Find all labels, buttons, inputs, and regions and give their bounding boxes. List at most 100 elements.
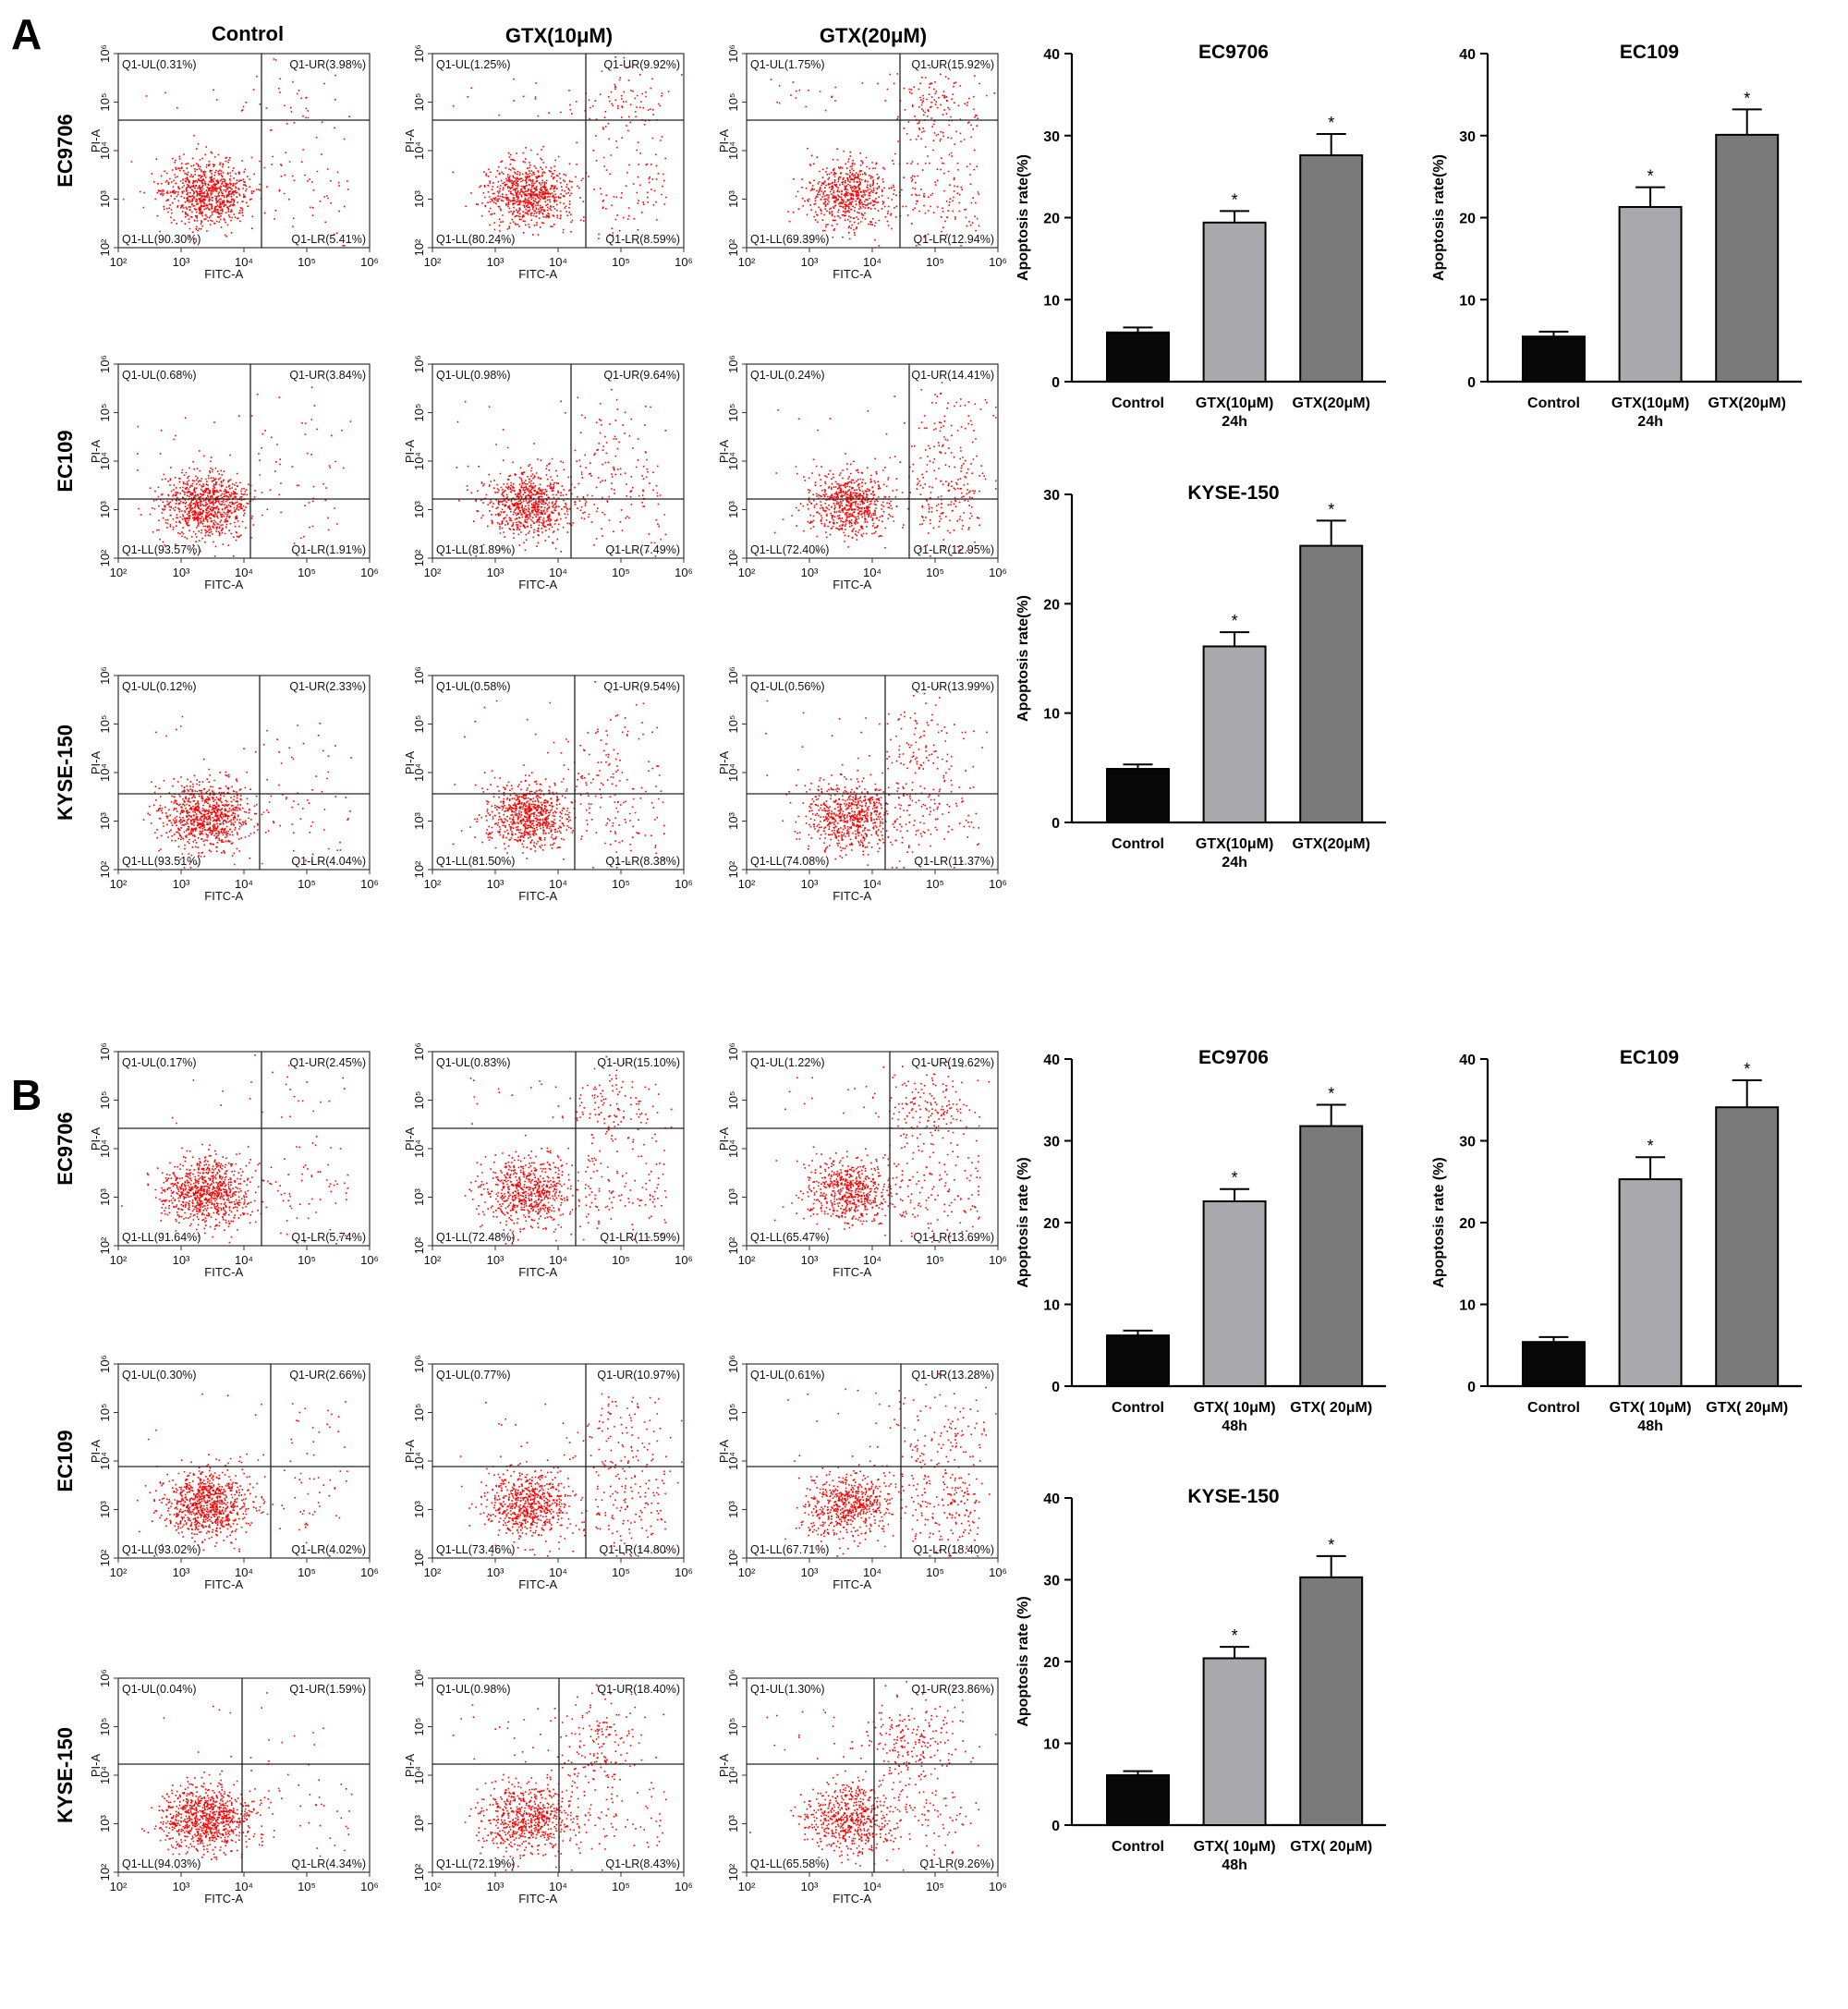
y-tick-label: 10⁴: [98, 141, 112, 160]
x-axis-label: FITC-A: [518, 267, 557, 281]
quadrant-ul-label: Q1-UL(0.30%): [122, 1369, 197, 1382]
y-axis-label: PI-A: [89, 1440, 103, 1464]
quadrant-lr-label: Q1-LR(4.04%): [291, 855, 366, 868]
dot-plot: Q1-UL(0.31%) Q1-UR(3.98%) Q1-LL(90.30%) Q1-…: [89, 44, 379, 281]
dot-plot: Q1-UL(0.83%) Q1-UR(15.10%) Q1-LL(72.48%) Q1…: [403, 1042, 693, 1279]
dot-plot: Q1-UL(1.22%) Q1-UR(19.62%) Q1-LL(65.47%) Q1…: [717, 1042, 1007, 1279]
quadrant-ur-label: Q1-UR(9.92%): [603, 58, 680, 71]
y-tick-label: 40: [1043, 1492, 1060, 1507]
y-tick-label: 10⁶: [412, 1669, 426, 1687]
y-axis-label: Apoptosis rate (%): [1431, 1157, 1447, 1287]
x-axis-label: FITC-A: [833, 1577, 871, 1591]
y-tick-label: 10⁵: [412, 715, 426, 734]
y-axis-label: PI-A: [89, 440, 103, 464]
significance-mark: *: [1328, 500, 1334, 518]
y-tick-label: 30: [1459, 1135, 1476, 1151]
quadrant-ul-label: Q1-UL(0.68%): [122, 369, 197, 382]
y-axis-label: Apoptosis rate(%): [1015, 595, 1031, 722]
x-tick-label: 10⁵: [926, 1253, 944, 1267]
y-axis-label: PI-A: [89, 1127, 103, 1151]
y-tick-label: 10³: [412, 1814, 426, 1832]
y-tick-label: 0: [1052, 375, 1060, 391]
dot-plot: Q1-UL(1.30%) Q1-UR(23.86%) Q1-LL(65.58%) Q1…: [717, 1669, 1007, 1906]
quadrant-ll-label: Q1-LL(72.40%): [750, 543, 829, 556]
x-axis-label: FITC-A: [518, 1577, 557, 1591]
panel-label-b: B: [11, 1071, 43, 1119]
y-tick-label: 10⁶: [98, 666, 112, 685]
column-header-gtx20: GTX(20μM): [819, 24, 928, 47]
dot-cloud: [452, 56, 683, 244]
category-label: Control: [1112, 1400, 1164, 1416]
category-label: Control: [1527, 396, 1580, 411]
quadrant-ur-label: Q1-UR(19.62%): [911, 1056, 994, 1069]
x-tick-label: 10⁴: [549, 877, 567, 891]
x-tick-label: 10²: [738, 1565, 756, 1579]
y-tick-label: 10⁶: [412, 1042, 426, 1061]
y-tick-label: 10⁴: [412, 763, 426, 782]
dot-plot: Q1-UL(0.58%) Q1-UR(9.54%) Q1-LL(81.50%) Q1-…: [403, 666, 693, 903]
x-tick-label: 10²: [110, 255, 128, 269]
bar: [1106, 331, 1170, 383]
quadrant-lr-label: Q1-LR(7.49%): [605, 543, 680, 556]
y-tick-label: 10⁶: [98, 1042, 112, 1061]
y-tick-label: 10⁴: [726, 1139, 740, 1158]
y-axis-label: Apoptosis rate(%): [1431, 154, 1447, 281]
bar: [1202, 1199, 1267, 1387]
quadrant-ll-label: Q1-LL(65.47%): [750, 1231, 829, 1244]
y-tick-label: 10²: [98, 1863, 112, 1881]
y-tick-label: 10⁵: [98, 1404, 112, 1422]
x-tick-label: 10³: [173, 1565, 190, 1579]
x-axis-label: FITC-A: [204, 267, 243, 281]
dot-plot: Q1-UL(0.17%) Q1-UR(2.45%) Q1-LL(91.64%) Q1-…: [89, 1042, 379, 1279]
y-axis-label: PI-A: [717, 751, 731, 775]
bar: [1618, 205, 1683, 383]
x-tick-label: 10⁵: [298, 1880, 316, 1893]
y-axis-label: PI-A: [717, 129, 731, 153]
time-point-label: 24h: [1637, 414, 1663, 430]
x-tick-label: 10⁴: [549, 566, 567, 579]
x-tick-label: 10³: [801, 255, 819, 269]
dot-cloud: [141, 1692, 353, 1869]
x-tick-label: 10³: [801, 1253, 819, 1267]
bar: [1299, 1125, 1364, 1387]
category-label: GTX( 20μM): [1290, 1839, 1372, 1855]
dot-plot: Q1-UL(0.56%) Q1-UR(13.99%) Q1-LL(74.08%) Q1…: [717, 666, 1007, 903]
x-tick-label: 10³: [487, 1880, 505, 1893]
x-tick-label: 10²: [738, 566, 756, 579]
y-tick-label: 10³: [726, 1814, 740, 1832]
bar: [1202, 1657, 1267, 1826]
y-tick-label: 0: [1467, 1380, 1476, 1395]
y-tick-label: 10³: [412, 1187, 426, 1205]
x-axis-label: FITC-A: [204, 1892, 243, 1906]
category-label: Control: [1112, 396, 1164, 411]
x-tick-label: 10³: [801, 1880, 819, 1893]
dot-plot: Q1-UL(0.98%) Q1-UR(18.40%) Q1-LL(72.19%) Q1…: [403, 1669, 693, 1906]
quadrant-lr-label: Q1-LR(5.41%): [291, 233, 366, 246]
y-tick-label: 10⁴: [412, 1766, 426, 1784]
dot-cloud: [121, 1054, 349, 1245]
category-label: GTX(10μM): [1196, 836, 1273, 852]
x-tick-label: 10⁶: [675, 255, 693, 269]
y-tick-label: 10²: [98, 860, 112, 878]
category-label: Control: [1112, 836, 1164, 852]
x-tick-label: 10⁵: [926, 877, 944, 891]
chart-title: KYSE-150: [1187, 482, 1279, 504]
x-tick-label: 10⁵: [298, 877, 316, 891]
x-tick-label: 10³: [487, 566, 505, 579]
x-tick-label: 10⁶: [989, 566, 1007, 579]
dot-plot: Q1-UL(0.68%) Q1-UR(3.84%) Q1-LL(93.57%) Q1-…: [89, 355, 379, 591]
x-tick-label: 10⁴: [235, 566, 253, 579]
row-label-ec109: EC109: [54, 430, 77, 492]
dot-cloud: [456, 388, 667, 557]
y-tick-label: 10⁵: [726, 1404, 740, 1422]
bar: [1715, 1106, 1780, 1387]
y-tick-label: 10⁵: [98, 93, 112, 112]
chart-title: EC109: [1620, 1047, 1679, 1068]
x-tick-label: 10²: [110, 566, 128, 579]
quadrant-ul-label: Q1-UL(1.30%): [750, 1683, 825, 1696]
bar-chart-1: EC109 0 10 20 30 40 Apoptosis rate(%) Control * G…: [1431, 42, 1802, 430]
quadrant-lr-label: Q1-LR(9.26%): [919, 1857, 994, 1870]
x-tick-label: 10⁶: [989, 877, 1007, 891]
y-tick-label: 30: [1043, 1135, 1060, 1151]
